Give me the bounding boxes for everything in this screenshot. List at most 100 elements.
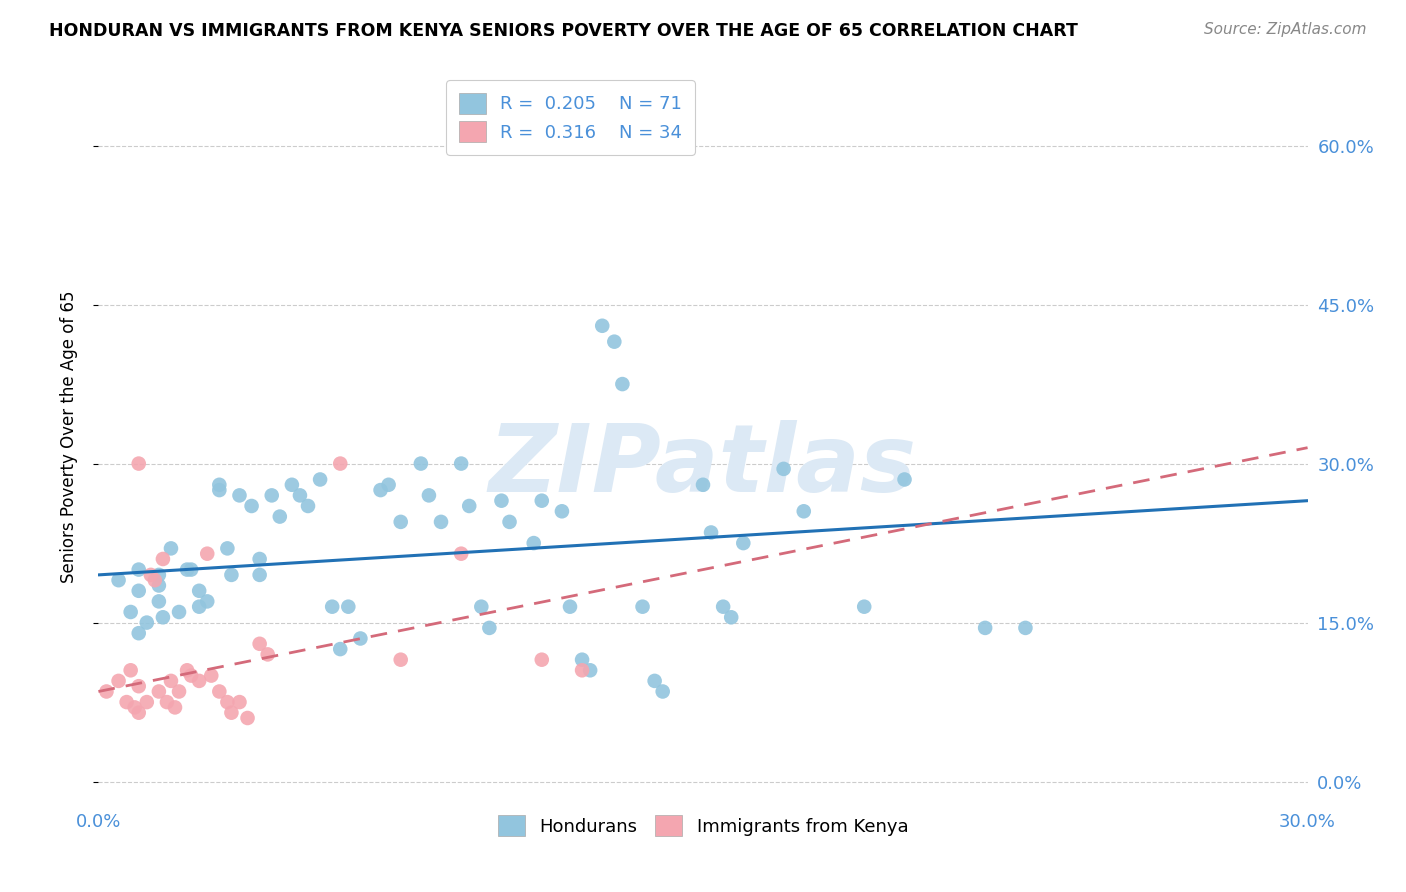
Point [711,599,734,614]
Point [228,695,250,709]
Point [107,673,129,688]
Point [120,663,142,677]
Point [309,473,332,487]
Point [143,573,166,587]
Point [389,653,412,667]
Point [167,605,190,619]
Point [450,457,472,471]
Point [135,615,157,630]
Point [152,610,174,624]
Point [297,499,319,513]
Point [180,668,202,682]
Point [430,515,453,529]
Point [571,663,593,677]
Point [236,711,259,725]
Point [107,573,129,587]
Point [160,673,183,688]
Point [188,673,211,688]
Point [228,488,250,502]
Point [176,663,198,677]
Point [551,504,574,518]
Point [603,334,626,349]
Point [612,377,634,392]
Point [188,583,211,598]
Point [853,599,876,614]
Point [217,695,239,709]
Point [478,621,501,635]
Point [188,599,211,614]
Y-axis label: Seniors Poverty Over the Age of 65: Seniors Poverty Over the Age of 65 [59,291,77,583]
Point [498,515,520,529]
Point [240,499,263,513]
Point [195,547,218,561]
Point [530,653,553,667]
Point [370,483,392,497]
Point [135,695,157,709]
Point [974,621,997,635]
Point [558,599,581,614]
Point [491,493,513,508]
Point [152,552,174,566]
Point [128,679,150,693]
Point [329,457,352,471]
Point [148,567,170,582]
Point [450,547,472,561]
Point [148,578,170,592]
Point [523,536,546,550]
Point [260,488,283,502]
Point [208,483,231,497]
Point [115,695,138,709]
Point [329,642,352,657]
Point [288,488,311,502]
Point [124,700,146,714]
Point [612,138,634,153]
Point [128,457,150,471]
Point [200,668,222,682]
Point [269,509,291,524]
Legend: Hondurans, Immigrants from Kenya: Hondurans, Immigrants from Kenya [489,806,917,845]
Point [221,567,243,582]
Point [644,673,666,688]
Point [793,504,815,518]
Point [571,653,593,667]
Point [692,477,714,491]
Point [249,567,271,582]
Point [156,695,179,709]
Point [418,488,440,502]
Point [579,663,602,677]
Point [377,477,399,491]
Point [651,684,673,698]
Point [700,525,723,540]
Point [249,637,271,651]
Text: HONDURAN VS IMMIGRANTS FROM KENYA SENIORS POVERTY OVER THE AGE OF 65 CORRELATION: HONDURAN VS IMMIGRANTS FROM KENYA SENIOR… [49,22,1078,40]
Point [160,541,183,556]
Point [128,626,150,640]
Point [96,684,118,698]
Point [337,599,360,614]
Point [321,599,343,614]
Point [195,594,218,608]
Point [249,552,271,566]
Point [167,684,190,698]
Point [139,567,162,582]
Point [148,594,170,608]
Point [148,684,170,698]
Point [208,477,231,491]
Point [591,318,613,333]
Point [733,536,755,550]
Point [470,599,492,614]
Point [128,583,150,598]
Point [163,700,186,714]
Point [281,477,304,491]
Point [349,632,371,646]
Point [217,541,239,556]
Point [772,462,794,476]
Point [256,648,278,662]
Point [893,473,915,487]
Point [631,599,654,614]
Point [1014,621,1036,635]
Point [720,610,742,624]
Point [180,563,202,577]
Point [458,499,481,513]
Point [389,515,412,529]
